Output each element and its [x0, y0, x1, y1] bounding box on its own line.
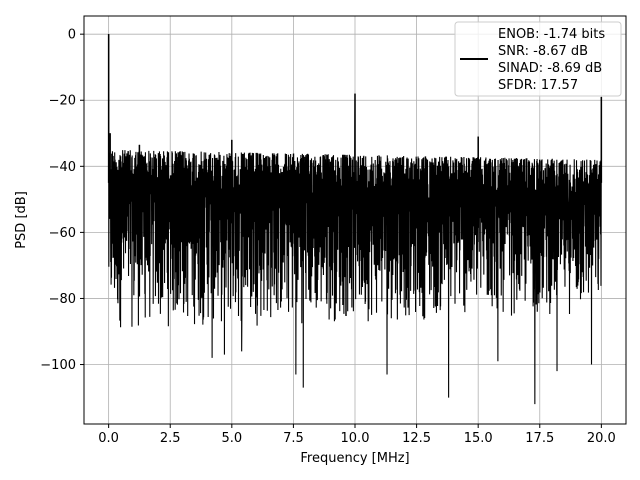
x-tick-label: 7.5 — [283, 431, 304, 446]
x-tick-label: 17.5 — [525, 431, 554, 446]
legend-box — [454, 21, 622, 97]
legend-enob: ENOB: -1.74 bits — [498, 27, 605, 42]
x-tick-label: 15.0 — [464, 431, 493, 446]
legend-snr: SNR: -8.67 dB — [498, 44, 588, 59]
y-tick-label: −40 — [49, 160, 76, 175]
x-tick-label: 10.0 — [341, 431, 370, 446]
x-tick-label: 0.0 — [98, 431, 119, 446]
y-tick-label: −80 — [49, 292, 76, 307]
y-tick-label: −60 — [49, 226, 76, 241]
y-tick-label: 0 — [68, 28, 76, 43]
x-tick-label: 12.5 — [402, 431, 431, 446]
x-tick-label: 5.0 — [221, 431, 242, 446]
x-tick-label: 20.0 — [587, 431, 616, 446]
legend: ENOB: -1.74 bits SNR: -8.67 dB SINAD: -8… — [454, 21, 622, 97]
y-tick-label: −100 — [40, 358, 76, 373]
legend-sinad: SINAD: -8.69 dB — [498, 61, 602, 76]
y-axis-ticks: 0 −20 −40 −60 −80 −100 — [40, 28, 84, 373]
psd-trace — [107, 34, 603, 405]
y-tick-label: −20 — [49, 94, 76, 109]
x-tick-label: 2.5 — [160, 431, 181, 446]
y-axis-label: PSD [dB] — [14, 191, 29, 249]
x-axis-ticks: 0.0 2.5 5.0 7.5 10.0 12.5 15.0 17.5 20.0 — [98, 424, 616, 446]
x-axis-label: Frequency [MHz] — [300, 451, 409, 466]
legend-sfdr: SFDR: 17.57 — [498, 78, 578, 93]
